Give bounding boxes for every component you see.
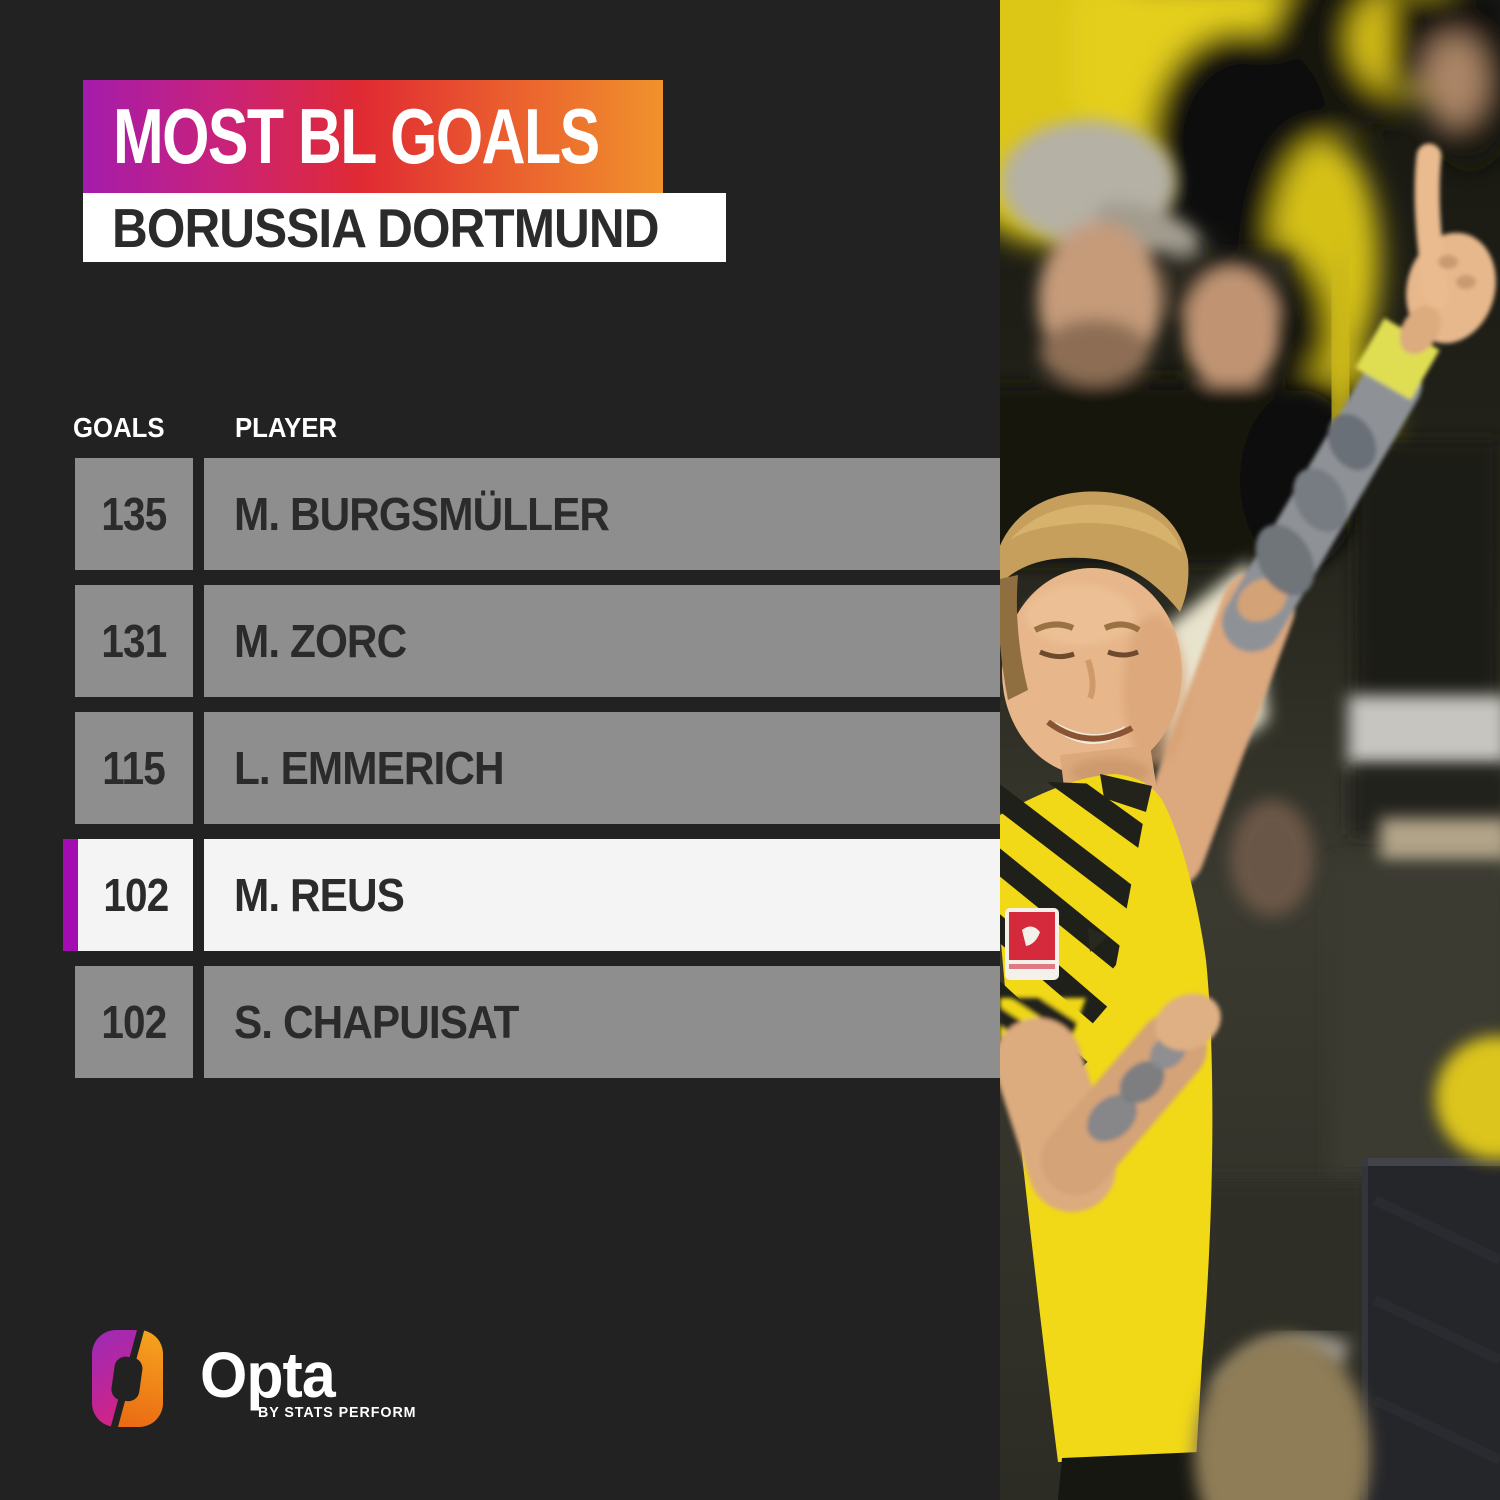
goals-cell: 102	[75, 966, 193, 1078]
table-row: 135 M. BURGSMÜLLER	[75, 458, 1000, 570]
player-cell: L. EMMERICH	[204, 712, 1000, 824]
player-name: S. CHAPUISAT	[234, 996, 519, 1048]
folded-arm	[1000, 993, 1221, 1212]
title-banner: MOST BL GOALS	[83, 80, 663, 193]
page-subtitle: BORUSSIA DORTMUND	[112, 196, 660, 259]
goals-value: 102	[101, 996, 168, 1048]
player-cell: S. CHAPUISAT	[204, 966, 1000, 1078]
highlight-accent-bar	[63, 839, 78, 951]
brand-name: Opta	[200, 1339, 336, 1411]
player-name: L. EMMERICH	[234, 742, 505, 794]
page-title: MOST BL GOALS	[113, 92, 600, 180]
bundesliga-patch	[1005, 908, 1059, 980]
table-row: 102 M. REUS	[63, 839, 1000, 951]
table-row: 102 S. CHAPUISAT	[75, 966, 1000, 1078]
goals-cell: 135	[75, 458, 193, 570]
yellow-ball-blur	[1435, 1036, 1500, 1160]
player-photo	[1000, 0, 1500, 1500]
goals-cell: 102	[78, 839, 193, 951]
table-row: 115 L. EMMERICH	[75, 712, 1000, 824]
player-cell: M. BURGSMÜLLER	[204, 458, 1000, 570]
player-name: M. BURGSMÜLLER	[234, 488, 610, 540]
goals-value: 115	[102, 742, 167, 794]
goals-value: 131	[101, 615, 168, 667]
player-cell: M. REUS	[204, 839, 1000, 951]
raised-arm	[1131, 143, 1496, 889]
column-header-player: PLAYER	[235, 412, 338, 443]
player-shorts	[1058, 1452, 1212, 1500]
goals-cell: 131	[75, 585, 193, 697]
puma-logo	[1088, 928, 1108, 952]
blurred-foreground-object	[1194, 1335, 1370, 1500]
goals-value: 102	[103, 869, 169, 921]
goals-cell: 115	[75, 712, 193, 824]
brand-subtext: BY STATS PERFORM	[258, 1404, 417, 1421]
speaker-box	[1362, 1158, 1500, 1500]
table-row: 131 M. ZORC	[75, 585, 1000, 697]
subtitle-banner: BORUSSIA DORTMUND	[83, 193, 726, 262]
goals-value: 135	[101, 488, 168, 540]
column-header-goals: GOALS	[73, 412, 165, 443]
player-name: M. REUS	[234, 869, 405, 921]
opta-logo-icon	[92, 1330, 163, 1427]
player-name: M. ZORC	[234, 615, 407, 667]
player-cell: M. ZORC	[204, 585, 1000, 697]
